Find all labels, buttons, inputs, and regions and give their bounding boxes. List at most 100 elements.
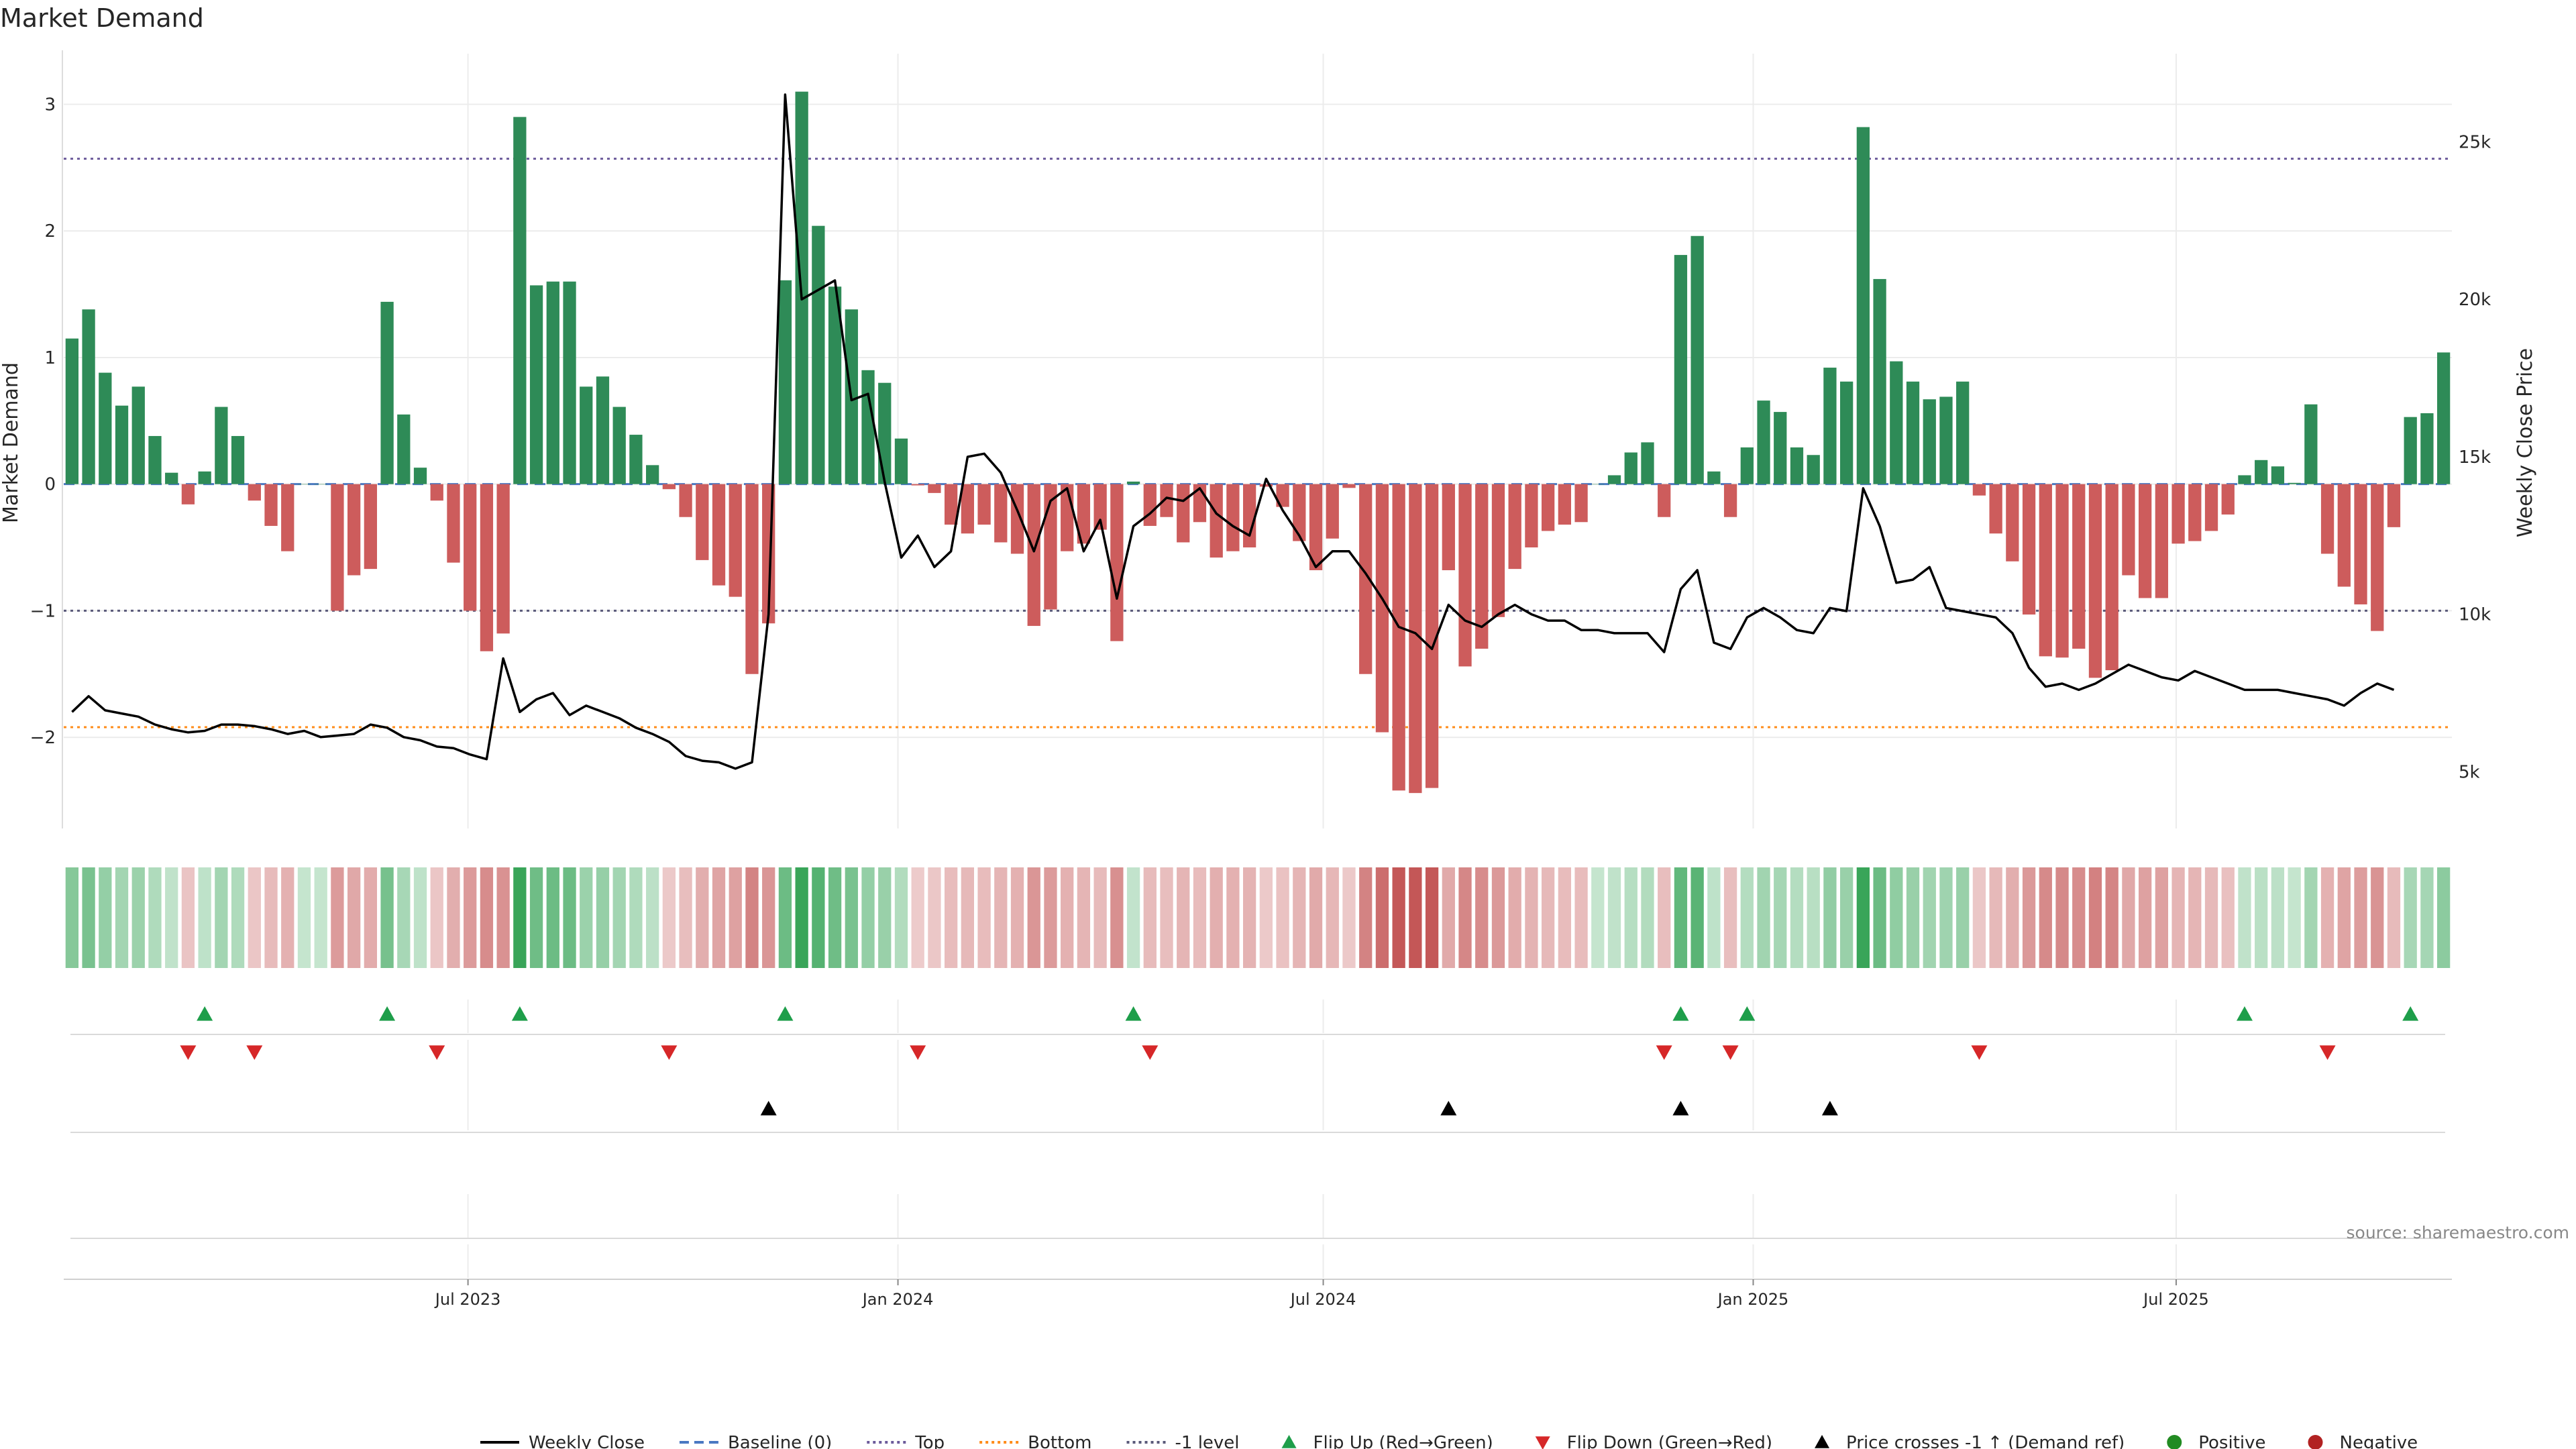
demand-bar	[1890, 361, 1903, 484]
legend-label: Bottom	[1028, 1433, 1091, 1449]
demand-bar	[1774, 412, 1787, 484]
heat-cell	[1774, 867, 1787, 968]
demand-bar	[1989, 484, 2002, 534]
demand-bar	[1807, 455, 1820, 484]
demand-bar	[2304, 404, 2318, 484]
price-cross-marker	[1672, 1101, 1689, 1116]
heat-cell	[248, 867, 261, 968]
heat-cell	[297, 867, 311, 968]
demand-bar	[861, 370, 875, 484]
heat-cell	[1210, 867, 1223, 968]
heat-cell	[2288, 867, 2301, 968]
heat-cell	[1823, 867, 1837, 968]
heat-cell	[828, 867, 842, 968]
heat-cell	[679, 867, 692, 968]
heat-cell	[99, 867, 112, 968]
heat-cell	[2404, 867, 2417, 968]
demand-bar	[1607, 475, 1621, 484]
heat-cell	[2420, 867, 2434, 968]
demand-bar	[2171, 484, 2185, 544]
legend-label: Baseline (0)	[728, 1433, 832, 1449]
heat-cell	[812, 867, 825, 968]
weekly-close-line	[71, 93, 2395, 770]
heat-cell	[397, 867, 411, 968]
flip-down-marker	[429, 1045, 445, 1060]
demand-bar	[1210, 484, 1223, 558]
flip-down-marker	[1722, 1045, 1739, 1060]
demand-bar	[430, 484, 443, 501]
heat-cell	[712, 867, 726, 968]
heat-cell	[1342, 867, 1356, 968]
heat-cell	[1475, 867, 1489, 968]
demand-bar	[1956, 381, 1970, 484]
heat-cell	[1989, 867, 2002, 968]
heat-cell	[529, 867, 543, 968]
demand-bar	[2420, 413, 2434, 484]
heat-cell	[1641, 867, 1654, 968]
reference-levels	[64, 158, 2452, 729]
demand-bar	[1740, 447, 1754, 484]
demand-bar	[563, 281, 576, 484]
demand-bar	[729, 484, 742, 597]
heat-cell	[1856, 867, 1870, 968]
demand-bar	[380, 301, 394, 484]
y-tick-label: 2	[44, 221, 56, 241]
demand-bar	[2255, 460, 2268, 484]
heat-cell	[2238, 867, 2251, 968]
demand-bar	[2404, 417, 2417, 484]
heat-cell	[1093, 867, 1107, 968]
heat-cell	[1160, 867, 1173, 968]
heat-cell	[878, 867, 892, 968]
demand-bar	[712, 484, 726, 586]
heat-cell	[2122, 867, 2135, 968]
heat-cell	[1061, 867, 1074, 968]
flip-up-marker	[379, 1006, 396, 1021]
heat-cell	[2387, 867, 2401, 968]
heat-cell	[181, 867, 195, 968]
flip-down-marker	[1142, 1045, 1159, 1060]
heat-cell	[1143, 867, 1157, 968]
demand-bar	[1359, 484, 1373, 674]
demand-bar	[2337, 484, 2351, 587]
demand-bar	[2436, 352, 2451, 484]
heat-cell	[1839, 867, 1854, 968]
demand-bar	[1690, 235, 1704, 484]
demand-bar	[314, 484, 327, 485]
heat-cell	[231, 867, 245, 968]
y2-tick-label: 20k	[2459, 290, 2491, 310]
flip-up-marker	[777, 1006, 794, 1021]
demand-bar	[2320, 484, 2334, 554]
legend-item: Price crosses -1 ↑ (Demand ref)	[1815, 1433, 2125, 1449]
demand-bar	[878, 382, 892, 484]
demand-bar	[131, 386, 145, 484]
heat-cell	[1873, 867, 1886, 968]
demand-bar	[1641, 442, 1654, 484]
demand-bar	[1508, 484, 1521, 570]
heat-cell	[961, 867, 975, 968]
flip-up-marker	[197, 1006, 213, 1021]
demand-bar	[297, 484, 311, 485]
demand-bar	[1326, 484, 1339, 539]
demand-bar	[662, 484, 676, 490]
heat-cell	[1425, 867, 1439, 968]
demand-bar	[1177, 484, 1190, 543]
heat-cell	[944, 867, 958, 968]
flip-up-marker	[511, 1006, 528, 1021]
heat-cell	[82, 867, 95, 968]
demand-bar	[231, 435, 245, 484]
demand-bar	[546, 281, 559, 484]
heat-cell	[215, 867, 228, 968]
heat-cell	[1923, 867, 1936, 968]
heat-cell	[2320, 867, 2334, 968]
demand-bar	[679, 484, 692, 517]
heat-cell	[845, 867, 858, 968]
heat-cell	[1110, 867, 1124, 968]
heat-cell	[1226, 867, 1240, 968]
heat-cell	[1674, 867, 1688, 968]
heat-cell	[1956, 867, 1970, 968]
heat-cell	[645, 867, 659, 968]
legend-label: Weekly Close	[529, 1433, 645, 1449]
demand-bar	[1574, 484, 1588, 523]
x-tick-label: Jul 2024	[1289, 1290, 1356, 1309]
demand-bar	[480, 484, 494, 651]
